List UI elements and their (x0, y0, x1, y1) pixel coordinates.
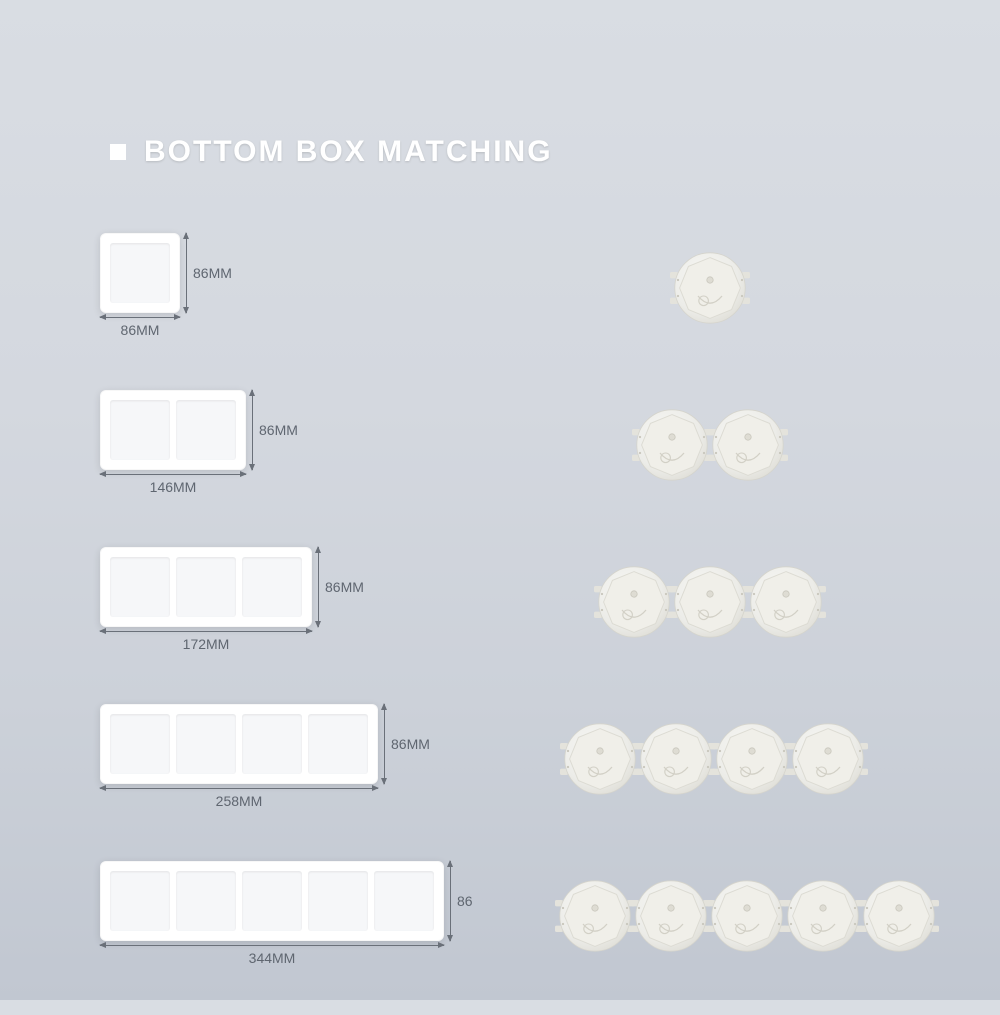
back-box-icon (632, 405, 712, 485)
dimension-width-label: 146MM (150, 479, 197, 495)
switch-frame (100, 233, 180, 313)
back-box-icon (788, 719, 868, 799)
frame-slot (308, 714, 368, 774)
dimension-width: 172MM (100, 631, 312, 652)
switch-frame (100, 704, 378, 784)
back-box-icon (631, 876, 711, 956)
box-svg-template (631, 876, 711, 956)
dimension-width: 344MM (100, 945, 444, 966)
dimension-height-label: 86MM (391, 736, 430, 752)
dimension-width-label: 86MM (121, 322, 160, 338)
product-row: 86 344MM (100, 858, 960, 973)
dimension-width: 86MM (100, 317, 180, 338)
back-box-icon (859, 876, 939, 956)
switch-frame (100, 390, 246, 470)
dimension-height: 86MM (186, 233, 232, 313)
back-box-icon (594, 562, 674, 642)
dimension-width: 258MM (100, 788, 378, 809)
back-box-icon (670, 248, 750, 328)
dimension-height-label: 86MM (259, 422, 298, 438)
dimension-width-label: 258MM (216, 793, 263, 809)
box-svg-template (707, 876, 787, 956)
box-svg-template (746, 562, 826, 642)
box-svg-template (636, 719, 716, 799)
box-svg-template (594, 562, 674, 642)
frame-with-dimensions: 86MM 86MM (100, 233, 460, 343)
back-box-icon (670, 562, 750, 642)
title-row: BOTTOM BOX MATCHING (110, 135, 553, 169)
frame-slot (176, 714, 236, 774)
frame-slot (110, 714, 170, 774)
dimension-height: 86MM (384, 704, 430, 784)
box-svg-template (670, 248, 750, 328)
frame-with-dimensions: 86 344MM (100, 861, 534, 971)
dimension-width-label: 344MM (249, 950, 296, 966)
frame-slot (242, 871, 302, 931)
back-box-icon (555, 876, 635, 956)
dimension-height-label: 86 (457, 893, 473, 909)
back-box-icon (707, 876, 787, 956)
frame-slot (308, 871, 368, 931)
frame-slot (110, 871, 170, 931)
frame-with-dimensions: 86MM 146MM (100, 390, 460, 500)
back-box-group (460, 405, 960, 485)
box-svg-template (560, 719, 640, 799)
box-svg-template (788, 719, 868, 799)
box-svg-template (859, 876, 939, 956)
box-svg-template (555, 876, 635, 956)
box-svg-template (708, 405, 788, 485)
product-row: 86MM 146MM (100, 387, 960, 502)
frame-slot (110, 243, 170, 303)
frame-with-dimensions: 86MM 172MM (100, 547, 460, 657)
back-box-group (468, 719, 960, 799)
back-box-group (460, 248, 960, 328)
dimension-height-label: 86MM (193, 265, 232, 281)
frame-slot (110, 400, 170, 460)
back-box-icon (560, 719, 640, 799)
back-box-icon (783, 876, 863, 956)
switch-frame (100, 547, 312, 627)
back-box-icon (746, 562, 826, 642)
product-row: 86MM 86MM (100, 230, 960, 345)
product-row: 86MM 258MM (100, 701, 960, 816)
frame-with-dimensions: 86MM 258MM (100, 704, 468, 814)
switch-frame (100, 861, 444, 941)
dimension-width-label: 172MM (183, 636, 230, 652)
dimension-height: 86MM (252, 390, 298, 470)
back-box-group (534, 876, 960, 956)
dimension-height-label: 86MM (325, 579, 364, 595)
title-bullet-icon (110, 144, 126, 160)
dimension-width: 146MM (100, 474, 246, 495)
back-box-group (460, 562, 960, 642)
back-box-icon (636, 719, 716, 799)
frame-slot (242, 557, 302, 617)
frame-slot (110, 557, 170, 617)
page-title: BOTTOM BOX MATCHING (144, 135, 553, 169)
back-box-icon (708, 405, 788, 485)
dimension-height: 86MM (318, 547, 364, 627)
frame-slot (176, 557, 236, 617)
dimension-height: 86 (450, 861, 473, 941)
box-svg-template (712, 719, 792, 799)
frame-slot (176, 400, 236, 460)
frame-slot (374, 871, 434, 931)
rows-container: 86MM 86MM 86MM 146MM (100, 230, 960, 1015)
frame-slot (176, 871, 236, 931)
back-box-icon (712, 719, 792, 799)
product-row: 86MM 172MM (100, 544, 960, 659)
box-svg-template (783, 876, 863, 956)
frame-slot (242, 714, 302, 774)
box-svg-template (632, 405, 712, 485)
box-svg-template (670, 562, 750, 642)
